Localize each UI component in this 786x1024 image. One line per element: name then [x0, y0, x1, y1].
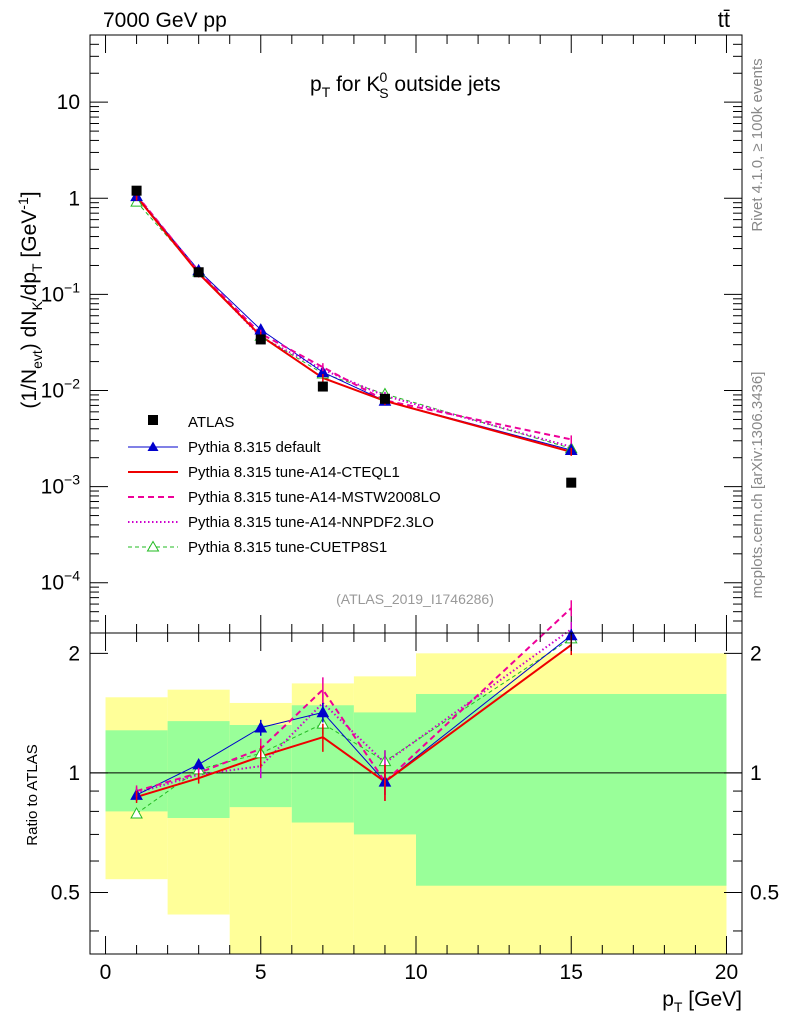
energy-label: 7000 GeV pp [103, 9, 227, 32]
atlas-data-points [131, 185, 577, 488]
main-x-ticks [105, 35, 727, 633]
legend-label-atlas: ATLAS [188, 414, 234, 431]
ratio-marker-cuetp [130, 807, 143, 819]
x-tick-label: 0 [100, 961, 112, 984]
main-marker-cuetp [130, 195, 143, 207]
main-series-lines [135, 194, 572, 453]
ratio-uncertainty-bands [105, 653, 727, 954]
ratio-marker-default [254, 721, 268, 733]
atlas-data-point [255, 334, 266, 345]
x-tick-label: 10 [404, 961, 427, 984]
main-y-tick-label: 10−3 [41, 472, 81, 499]
ratio-y-tick-label-left: 2 [68, 642, 80, 665]
main-y-label: (1/Nevt) dNK/dpT [GeV-1] [15, 191, 45, 408]
legend: ATLAS Pythia 8.315 default Pythia 8.315 … [128, 414, 441, 556]
analysis-id: (ATLAS_2019_I1746286) [336, 591, 494, 607]
x-axis-label: pT [GeV] [662, 988, 742, 1015]
atlas-data-point [131, 185, 142, 196]
ratio-y-tick-label-left: 0.5 [51, 881, 80, 904]
ratio-series-line-mstw [136, 607, 572, 793]
atlas-data-point [317, 381, 328, 392]
ratio-band-green [416, 693, 727, 886]
main-y-tick-label: 1 [68, 187, 80, 210]
legend-marker-default [147, 441, 159, 451]
legend-label-mstw: Pythia 8.315 tune-A14-MSTW2008LO [188, 489, 441, 506]
process-label: tt̄ [718, 7, 730, 32]
legend-marker-cuetp [146, 540, 160, 552]
atlas-data-point [193, 267, 204, 278]
main-y-tick-label: 10−1 [41, 279, 81, 306]
ratio-y-ticks: 0.5 0.5 1 1 2 2 [51, 642, 779, 932]
ratio-y-tick-label-right: 0.5 [750, 881, 779, 904]
main-series-line-cuetp [136, 201, 572, 449]
ratio-y-tick-label-left: 1 [68, 762, 80, 785]
main-series-line-default [136, 195, 572, 451]
x-tick-label: 20 [715, 961, 738, 984]
ratio-marker-default [316, 705, 330, 718]
ratio-y-tick-label-right: 2 [750, 642, 762, 665]
legend-label-cteq: Pythia 8.315 tune-A14-CTEQL1 [188, 464, 400, 481]
main-y-ticks: 10 1 10−1 10−2 10−3 10−4 [41, 34, 742, 634]
side-label-mcplots: mcplots.cern.ch [arXiv:1306.3436] [749, 372, 766, 599]
x-tick-label: 5 [255, 961, 267, 984]
ratio-series-line-cteq [136, 644, 572, 798]
plot-title: pT for K0 S outside jets [310, 69, 501, 101]
atlas-data-point [379, 393, 390, 404]
ratio-series-markers [130, 600, 578, 819]
ratio-y-label: Ratio to ATLAS [24, 744, 41, 845]
side-label-rivet: Rivet 4.1.0, ≥ 100k events [749, 58, 766, 231]
main-series-line-mstw [135, 194, 572, 441]
ratio-series-lines [136, 607, 572, 814]
main-series-line-nnpdf [135, 195, 572, 448]
ratio-x-ticks: 0 5 10 15 20 [100, 633, 738, 984]
x-tick-label: 15 [560, 961, 583, 984]
main-series-line-cteq [135, 196, 572, 453]
legend-marker-atlas [148, 415, 158, 425]
ratio-series-line-nnpdf [136, 628, 572, 794]
main-y-tick-label: 10−2 [41, 376, 81, 403]
main-y-tick-label: 10 [57, 91, 80, 114]
legend-label-cuetp: Pythia 8.315 tune-CUETP8S1 [188, 539, 387, 556]
legend-label-default: Pythia 8.315 default [188, 439, 321, 456]
main-y-tick-label: 10−4 [41, 568, 81, 595]
main-panel: 10 1 10−1 10−2 10−3 10−4 pT for K0 S outside j… [15, 34, 743, 634]
ratio-panel: 0.5 0.5 1 1 2 2 0 5 10 15 20 Ratio to ATLAS pT [G… [24, 600, 779, 1015]
legend-label-nnpdf: Pythia 8.315 tune-A14-NNPDF2.3LO [188, 514, 434, 531]
atlas-data-point [566, 477, 577, 488]
ratio-y-tick-label-right: 1 [750, 762, 762, 785]
